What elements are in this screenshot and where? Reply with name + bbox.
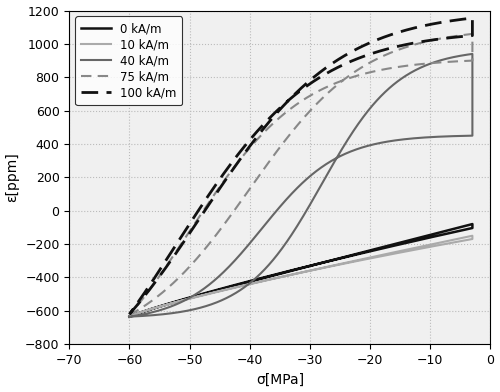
Line: 10 kA/m: 10 kA/m bbox=[130, 236, 472, 317]
100 kA/m bbox=[470, 16, 476, 20]
0 kA/m bbox=[126, 314, 132, 319]
Line: 75 kA/m: 75 kA/m bbox=[130, 34, 472, 315]
100 kA/m bbox=[196, 216, 202, 221]
100 kA/m bbox=[126, 312, 132, 316]
40 kA/m bbox=[126, 314, 132, 319]
75 kA/m bbox=[126, 313, 132, 318]
10 kA/m bbox=[341, 261, 347, 266]
100 kA/m bbox=[341, 62, 347, 67]
100 kA/m bbox=[126, 312, 132, 316]
0 kA/m bbox=[341, 255, 347, 260]
75 kA/m bbox=[404, 44, 410, 49]
0 kA/m bbox=[264, 274, 270, 279]
10 kA/m bbox=[277, 275, 283, 279]
100 kA/m bbox=[404, 27, 410, 32]
0 kA/m bbox=[470, 222, 476, 227]
0 kA/m bbox=[429, 232, 435, 237]
10 kA/m bbox=[429, 242, 435, 247]
40 kA/m bbox=[196, 306, 202, 310]
0 kA/m bbox=[404, 238, 410, 243]
10 kA/m bbox=[126, 314, 132, 319]
40 kA/m bbox=[404, 73, 410, 77]
Legend: 0 kA/m, 10 kA/m, 40 kA/m, 75 kA/m, 100 kA/m: 0 kA/m, 10 kA/m, 40 kA/m, 75 kA/m, 100 k… bbox=[75, 16, 182, 105]
75 kA/m bbox=[264, 126, 270, 131]
100 kA/m bbox=[264, 118, 270, 122]
40 kA/m bbox=[277, 204, 283, 209]
75 kA/m bbox=[126, 313, 132, 318]
10 kA/m bbox=[404, 247, 410, 252]
40 kA/m bbox=[341, 152, 347, 157]
75 kA/m bbox=[277, 115, 283, 120]
100 kA/m bbox=[277, 105, 283, 110]
75 kA/m bbox=[341, 78, 347, 82]
40 kA/m bbox=[429, 61, 435, 65]
100 kA/m bbox=[429, 22, 435, 27]
0 kA/m bbox=[126, 314, 132, 319]
Line: 40 kA/m: 40 kA/m bbox=[130, 54, 472, 317]
75 kA/m bbox=[470, 32, 476, 36]
Line: 0 kA/m: 0 kA/m bbox=[130, 224, 472, 317]
X-axis label: σ[MPa]: σ[MPa] bbox=[256, 372, 304, 387]
75 kA/m bbox=[429, 38, 435, 43]
40 kA/m bbox=[126, 314, 132, 319]
Line: 100 kA/m: 100 kA/m bbox=[130, 18, 472, 314]
10 kA/m bbox=[196, 294, 202, 299]
10 kA/m bbox=[264, 278, 270, 282]
10 kA/m bbox=[470, 233, 476, 238]
Y-axis label: ε[ppm]: ε[ppm] bbox=[6, 152, 20, 202]
0 kA/m bbox=[277, 271, 283, 276]
75 kA/m bbox=[196, 253, 202, 258]
40 kA/m bbox=[264, 219, 270, 224]
0 kA/m bbox=[196, 293, 202, 298]
40 kA/m bbox=[470, 52, 476, 56]
10 kA/m bbox=[126, 314, 132, 319]
